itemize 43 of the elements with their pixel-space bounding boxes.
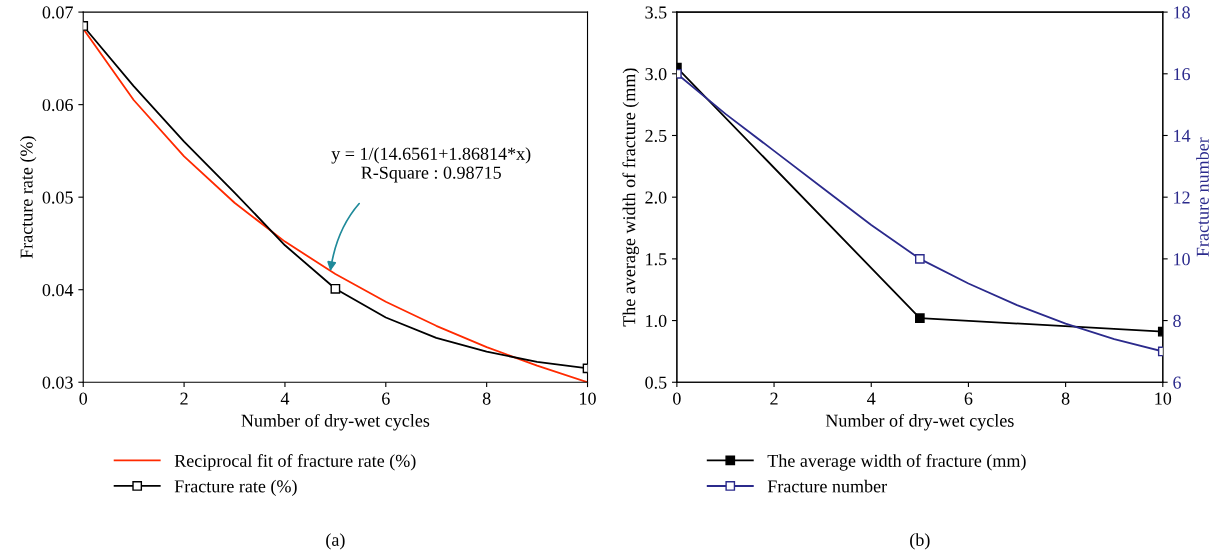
y-tick-label: 1.5 xyxy=(646,253,667,266)
x-tick-label: 10 xyxy=(1155,392,1172,405)
y-tick-label: 0.04 xyxy=(42,283,74,297)
y2-axis-title: Fracture number xyxy=(1196,137,1209,257)
y-tick-label: 3.5 xyxy=(645,6,667,19)
x-tick-label: 0 xyxy=(79,392,88,405)
x-tick-label: 10 xyxy=(580,392,596,405)
x-tick-label: 8 xyxy=(1061,392,1070,405)
annotation: y = 1/(14.6561+1.86814*x) R-Square : 0.98715 xyxy=(331,147,531,183)
y-axis-title: The average width of fracture (mm) xyxy=(622,68,640,327)
y-tick-label: 0.03 xyxy=(42,376,73,389)
y-tick-label: 0.5 xyxy=(645,376,667,389)
y-axis-title: Fracture rate (%) xyxy=(19,136,37,259)
x-axis-title: Number of dry-wet cycles xyxy=(825,413,1014,431)
y2-tick-label: 8 xyxy=(1173,314,1181,327)
y-tick-label: 0.05 xyxy=(42,191,73,204)
y-tick-label: 1.0 xyxy=(646,314,667,328)
y2-tick-label: 18 xyxy=(1174,6,1190,19)
y-tick-label: 2.0 xyxy=(645,191,667,204)
legend-label: Fracture number xyxy=(767,479,887,493)
x-tick-label: 2 xyxy=(180,392,188,405)
x-tick-label: 0 xyxy=(673,392,681,405)
x-tick-label: 8 xyxy=(482,392,491,405)
y2-tick-label: 16 xyxy=(1174,68,1191,81)
x-tick-label: 6 xyxy=(382,392,390,405)
x-tick-label: 4 xyxy=(867,392,876,405)
y-tick-label: 3.0 xyxy=(645,68,667,81)
y2-tick-label: 14 xyxy=(1174,129,1191,142)
x-tick-label: 6 xyxy=(964,392,973,405)
legend-label: Reciprocal fit of fracture rate (%) xyxy=(174,454,416,471)
y2-tick-label: 6 xyxy=(1173,376,1182,389)
y-tick-label: 0.07 xyxy=(42,6,73,19)
y2-tick-label: 12 xyxy=(1174,191,1190,204)
legend-label: The average width of fracture (mm) xyxy=(767,454,1026,471)
x-tick-label: 2 xyxy=(770,392,778,405)
y2-tick-label: 10 xyxy=(1174,253,1190,266)
text: (a) xyxy=(326,533,345,550)
legend-label: Fracture rate (%) xyxy=(174,479,297,497)
text: (b) xyxy=(910,533,930,550)
x-tick-label: 4 xyxy=(280,392,290,405)
x-axis-title: Number of dry-wet cycles xyxy=(241,413,430,431)
y-tick-label: 0.06 xyxy=(42,98,73,112)
y-tick-label: 2.5 xyxy=(645,129,667,142)
